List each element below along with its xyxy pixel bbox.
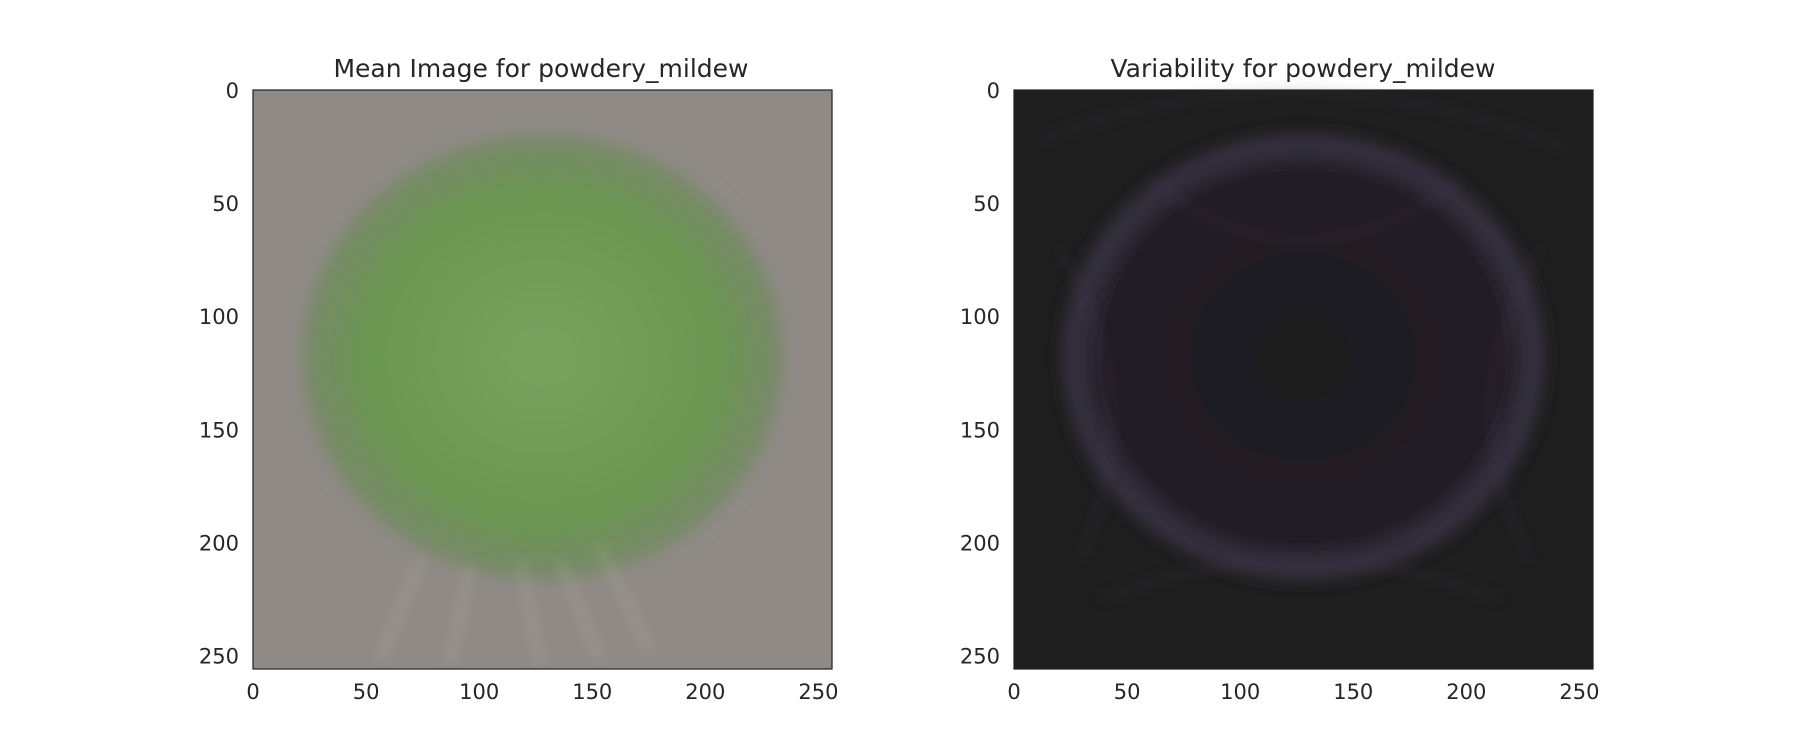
variability-y-tick-label: 100 [960,305,1000,329]
variability-x-tick-label: 100 [1220,680,1260,704]
variability-y-tick-label: 150 [960,418,1000,442]
mean-y-tick-label: 200 [199,531,239,555]
mean-y-tick-labels: 0 50 100 150 200 250 [199,79,239,668]
mean-y-tick-label: 100 [199,305,239,329]
mean-x-tick-label: 150 [572,680,612,704]
mean-x-tick-label: 50 [353,680,380,704]
mean-x-tick-label: 250 [798,680,838,704]
mean-y-tick-label: 0 [226,79,239,103]
variability-x-tick-label: 50 [1114,680,1141,704]
mean-y-tick-label: 250 [199,644,239,668]
title-variability: Variability for powdery_mildew [1111,54,1496,83]
variability-y-tick-label: 50 [973,192,1000,216]
variability-y-tick-label: 250 [960,644,1000,668]
mean-x-tick-label: 200 [685,680,725,704]
mean-x-tick-label: 100 [459,680,499,704]
panel-mean: Mean Image for powdery_mildew 0 50 100 150 2… [199,54,839,704]
mean-y-tick-label: 50 [212,192,239,216]
variability-x-tick-label: 150 [1333,680,1373,704]
mean-y-tick-label: 150 [199,418,239,442]
variability-y-tick-label: 200 [960,531,1000,555]
variability-x-tick-label: 0 [1007,680,1020,704]
variability-leaf-outline [1050,122,1557,591]
mean-x-tick-labels: 0 50 100 150 200 250 [246,680,838,704]
variability-x-tick-label: 250 [1559,680,1599,704]
variability-y-tick-labels: 0 50 100 150 200 250 [960,79,1000,668]
title-mean: Mean Image for powdery_mildew [333,54,748,83]
mean-x-tick-label: 0 [246,680,259,704]
panel-variability: Variability for powdery_mildew 0 50 100 150… [960,54,1600,704]
variability-x-tick-labels: 0 50 100 150 200 250 [1007,680,1599,704]
mean-leaf-blob [289,122,796,591]
variability-x-tick-label: 200 [1446,680,1486,704]
variability-y-tick-label: 0 [987,79,1000,103]
